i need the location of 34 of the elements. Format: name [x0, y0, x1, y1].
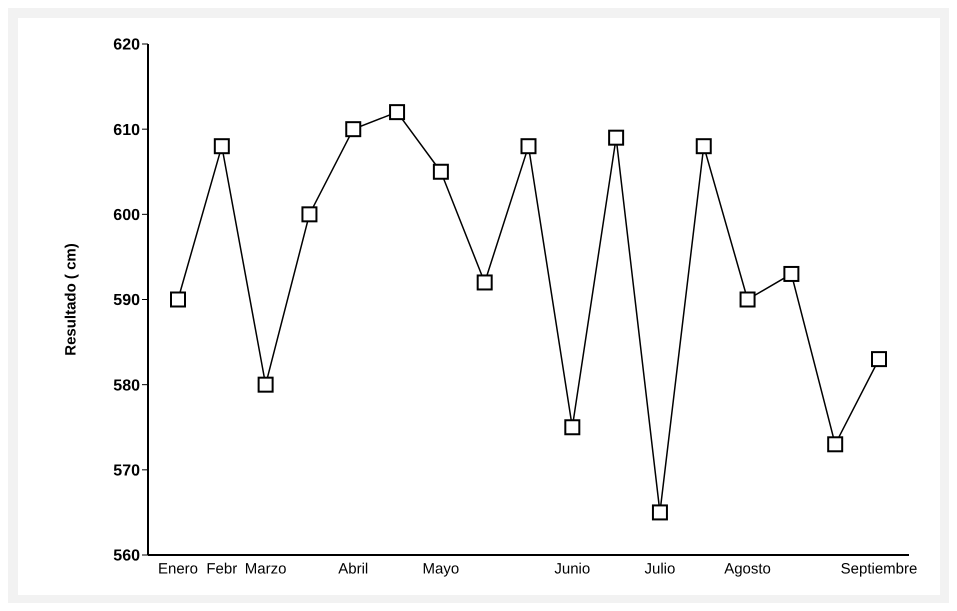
point	[476, 274, 493, 290]
point	[345, 121, 362, 138]
point	[652, 504, 668, 520]
y-axis-title: Resultado ( cm)	[62, 243, 80, 356]
y-tick-label: 620	[113, 36, 140, 54]
x-tick-label: Agosto	[724, 560, 771, 578]
point	[608, 130, 624, 146]
point	[170, 292, 186, 308]
point	[520, 138, 536, 154]
y-tick-label: 560	[113, 548, 140, 565]
point	[564, 419, 580, 436]
point	[827, 436, 844, 452]
x-tick-label: Enero	[158, 560, 198, 578]
x-tick-label: Marzo	[244, 560, 286, 578]
x-tick-label: Mayo	[422, 560, 460, 578]
point	[871, 351, 887, 368]
point	[432, 164, 449, 180]
y-tick-label: 600	[113, 207, 140, 224]
x-tick-label: Septiembre	[840, 560, 918, 578]
x-tick-label: Junio	[554, 560, 590, 578]
y-tick-label: 610	[113, 122, 140, 139]
y-tick-label: 580	[113, 377, 140, 394]
x-tick-label: Abril	[338, 560, 368, 578]
point	[258, 376, 274, 393]
point	[389, 104, 406, 120]
y-tick-label: 570	[113, 462, 140, 480]
x-tick-label: Febr	[206, 560, 238, 578]
x-tick-label: Julio	[644, 560, 676, 578]
point	[783, 266, 800, 282]
point	[301, 206, 318, 222]
point	[214, 138, 230, 154]
point	[740, 292, 756, 308]
y-tick-label: 590	[113, 292, 140, 310]
point	[696, 138, 712, 154]
